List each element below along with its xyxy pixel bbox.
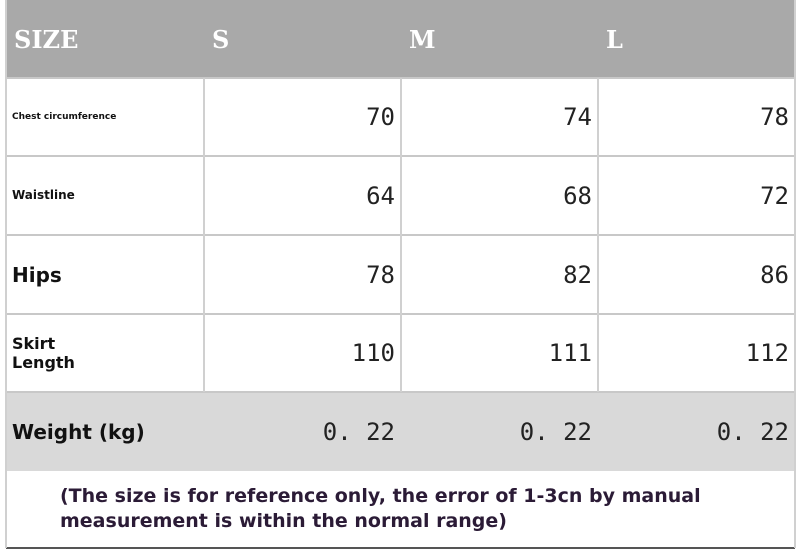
col-divider [400, 78, 402, 392]
value-cell: 110 [351, 339, 395, 367]
value-cell: 86 [760, 260, 789, 289]
value-cell: 0. 22 [519, 417, 592, 446]
value-cell: 68 [563, 181, 592, 210]
value-cell: 82 [563, 260, 592, 289]
row-label: Chest circumference [12, 111, 117, 122]
value-cell: 112 [745, 339, 789, 367]
bottom-line [6, 547, 795, 549]
value-cell: 0. 22 [716, 417, 789, 446]
value-cell: 78 [366, 260, 395, 289]
value-cell: 64 [366, 181, 395, 210]
edge-line [794, 0, 796, 548]
header-cell: SIZE [14, 24, 79, 54]
value-cell: 78 [760, 103, 789, 131]
row-divider [6, 391, 795, 393]
value-cell: 70 [366, 103, 395, 131]
header-bg [6, 0, 795, 78]
header-cell: S [212, 24, 230, 54]
row-label: Hips [12, 262, 62, 287]
weight-row-bg [6, 392, 795, 471]
header-cell: L [606, 24, 623, 54]
value-cell: 74 [563, 103, 592, 131]
value-cell: 0. 22 [322, 417, 395, 446]
col-divider [203, 78, 205, 392]
note: (The size is for reference only, the err… [60, 485, 701, 532]
header-cell: M [409, 24, 436, 54]
value-cell: 111 [548, 339, 592, 367]
row-label: Waistline [12, 188, 75, 203]
value-cell: 72 [760, 181, 789, 210]
edge-line [5, 0, 7, 548]
row-label: Weight (kg) [12, 419, 145, 444]
row-label: Skirt Length [12, 333, 75, 372]
col-divider [597, 78, 599, 392]
